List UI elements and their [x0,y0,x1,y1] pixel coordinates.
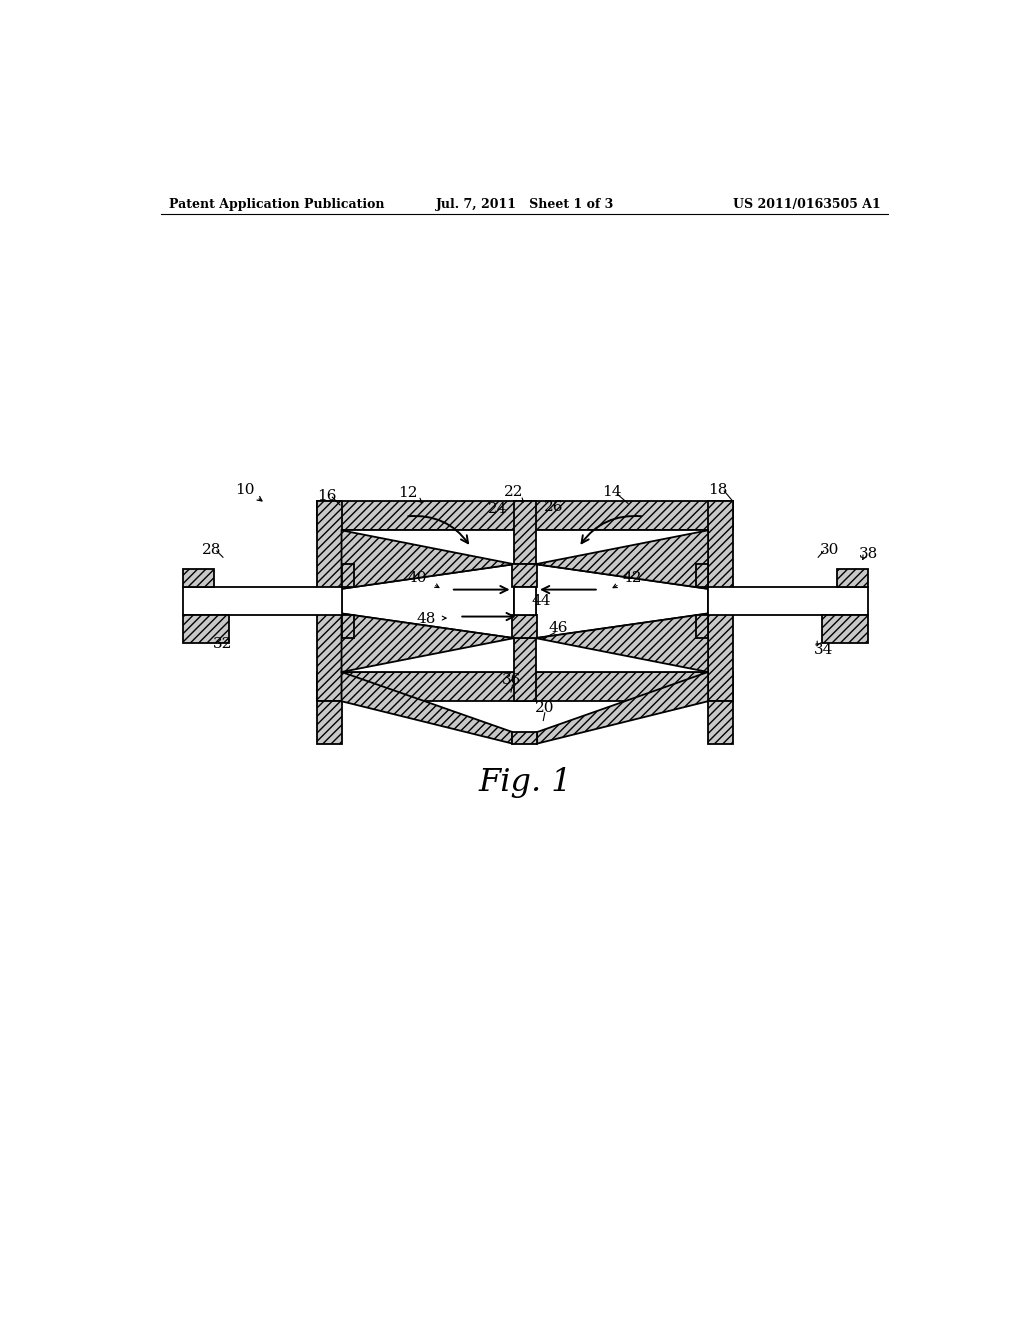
Bar [520,589,529,614]
Text: 40: 40 [408,572,427,585]
Text: 16: 16 [317,488,337,503]
Text: 22: 22 [504,484,523,499]
Text: Fig. 1: Fig. 1 [478,767,571,797]
Bar [708,701,733,743]
Bar [342,531,708,672]
Text: 38: 38 [858,548,878,561]
Bar [342,564,354,587]
Text: 18: 18 [709,483,728,496]
Text: 48: 48 [417,612,436,626]
Text: 20: 20 [536,701,555,715]
Text: 32: 32 [213,636,232,651]
Polygon shape [536,531,708,589]
Text: Jul. 7, 2011   Sheet 1 of 3: Jul. 7, 2011 Sheet 1 of 3 [435,198,614,211]
Bar [183,587,342,615]
Bar [514,502,536,564]
Bar [183,615,229,643]
Text: 26: 26 [545,500,564,515]
Text: 34: 34 [814,643,834,656]
Text: 12: 12 [398,486,418,500]
Bar [316,502,342,701]
Bar [183,569,214,587]
Bar [695,564,708,587]
Text: 42: 42 [623,572,642,585]
Bar [512,615,538,638]
Polygon shape [342,564,514,638]
Bar [822,615,868,643]
Text: 10: 10 [234,483,254,496]
Bar [316,701,342,743]
Polygon shape [342,672,512,743]
Bar [695,615,708,638]
Bar [316,672,733,701]
Bar [514,587,536,615]
Bar [838,569,868,587]
Bar [512,564,538,587]
Text: 36: 36 [502,673,521,688]
Text: 14: 14 [602,484,622,499]
Text: 46: 46 [548,622,567,635]
Text: 24: 24 [488,502,508,516]
Polygon shape [538,672,708,743]
Bar [512,733,538,743]
Bar [708,502,733,701]
Text: Patent Application Publication: Patent Application Publication [169,198,385,211]
Text: 44: 44 [531,594,551,609]
Polygon shape [536,564,708,638]
Bar [316,502,733,531]
Text: US 2011/0163505 A1: US 2011/0163505 A1 [733,198,881,211]
Polygon shape [342,614,514,672]
Bar [342,615,354,638]
Bar [708,587,868,615]
Text: 28: 28 [202,543,221,557]
Text: 30: 30 [820,543,840,557]
Polygon shape [536,614,708,672]
Bar [514,638,536,701]
Polygon shape [342,531,514,589]
